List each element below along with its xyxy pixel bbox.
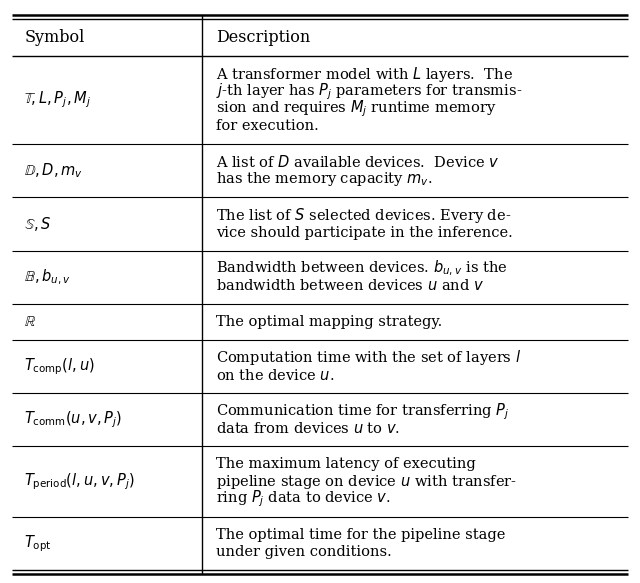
Text: has the memory capacity $m_v$.: has the memory capacity $m_v$. [216, 170, 433, 188]
Text: $\mathbb{S}, S$: $\mathbb{S}, S$ [24, 215, 52, 233]
Text: for execution.: for execution. [216, 119, 319, 133]
Text: The list of $S$ selected devices. Every de-: The list of $S$ selected devices. Every … [216, 206, 511, 225]
Text: The maximum latency of executing: The maximum latency of executing [216, 458, 476, 472]
Text: Computation time with the set of layers $l$: Computation time with the set of layers … [216, 349, 521, 367]
Text: $\mathbb{B}, b_{u,v}$: $\mathbb{B}, b_{u,v}$ [24, 268, 71, 287]
Text: vice should participate in the inference.: vice should participate in the inference… [216, 226, 513, 240]
Text: Communication time for transferring $P_j$: Communication time for transferring $P_j… [216, 401, 509, 422]
Text: pipeline stage on device $u$ with transfer-: pipeline stage on device $u$ with transf… [216, 473, 516, 491]
Text: A transformer model with $L$ layers.  The: A transformer model with $L$ layers. The [216, 65, 513, 84]
Text: The optimal time for the pipeline stage: The optimal time for the pipeline stage [216, 528, 505, 542]
Text: $T_{\mathrm{opt}}$: $T_{\mathrm{opt}}$ [24, 533, 52, 554]
Text: Description: Description [216, 29, 310, 46]
Text: $\mathbb{T}, L, P_j, M_j$: $\mathbb{T}, L, P_j, M_j$ [24, 90, 92, 111]
Text: $\mathbb{R}$: $\mathbb{R}$ [24, 315, 36, 329]
Text: data from devices $u$ to $v$.: data from devices $u$ to $v$. [216, 421, 400, 436]
Text: $T_{\mathrm{comp}}(l, u)$: $T_{\mathrm{comp}}(l, u)$ [24, 356, 95, 377]
Text: $j$-th layer has $P_j$ parameters for transmis-: $j$-th layer has $P_j$ parameters for tr… [216, 81, 522, 102]
Text: Bandwidth between devices. $b_{u,v}$ is the: Bandwidth between devices. $b_{u,v}$ is … [216, 259, 507, 278]
Text: bandwidth between devices $u$ and $v$: bandwidth between devices $u$ and $v$ [216, 278, 484, 293]
Text: ring $P_j$ data to device $v$.: ring $P_j$ data to device $v$. [216, 489, 390, 509]
Text: $T_{\mathrm{period}}(l, u, v, P_j)$: $T_{\mathrm{period}}(l, u, v, P_j)$ [24, 472, 135, 492]
Text: on the device $u$.: on the device $u$. [216, 368, 334, 382]
Text: The optimal mapping strategy.: The optimal mapping strategy. [216, 315, 442, 329]
Text: under given conditions.: under given conditions. [216, 545, 392, 559]
Text: Symbol: Symbol [24, 29, 84, 46]
Text: $\mathbb{D}, D, m_v$: $\mathbb{D}, D, m_v$ [24, 161, 83, 180]
Text: A list of $D$ available devices.  Device $v$: A list of $D$ available devices. Device … [216, 154, 499, 170]
Text: sion and requires $M_j$ runtime memory: sion and requires $M_j$ runtime memory [216, 99, 497, 119]
Text: $T_{\mathrm{comm}}(u, v, P_j)$: $T_{\mathrm{comm}}(u, v, P_j)$ [24, 409, 123, 430]
